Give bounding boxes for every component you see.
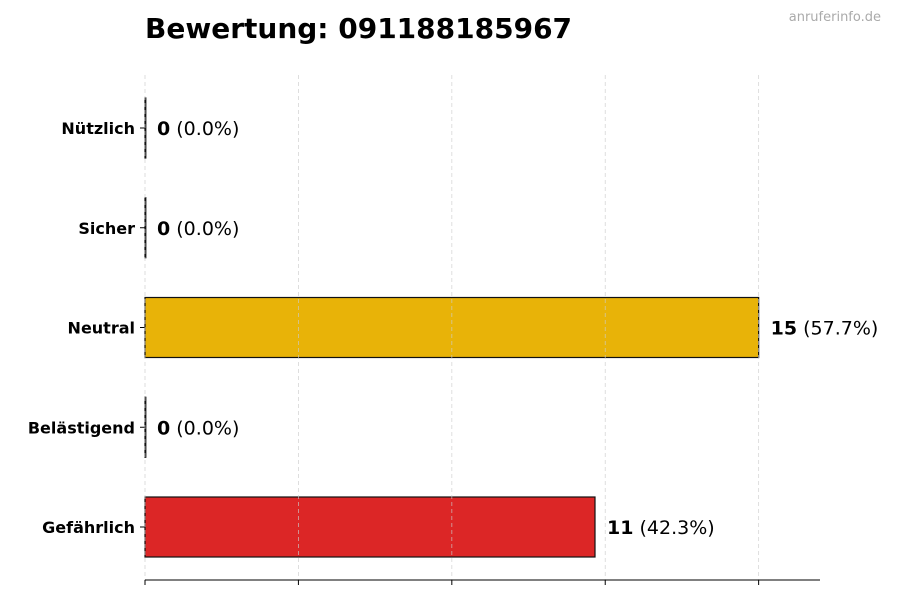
category-label: Sicher [78, 219, 135, 238]
data-label: 15 (57.7%) [771, 318, 879, 340]
category-label: Belästigend [28, 418, 135, 437]
category-label: Gefährlich [42, 518, 135, 537]
bar-1 [144, 197, 147, 259]
data-label: 0 (0.0%) [157, 417, 239, 439]
category-label: Nützlich [61, 119, 135, 138]
bar-4 [144, 496, 596, 558]
chart-title: Bewertung: 091188185967 [145, 12, 573, 45]
category-label: Neutral [68, 319, 135, 338]
watermark: anruferinfo.de [788, 10, 881, 25]
data-label: 11 (42.3%) [607, 517, 715, 539]
data-label: 0 (0.0%) [157, 218, 239, 240]
data-label: 0 (0.0%) [157, 118, 239, 140]
